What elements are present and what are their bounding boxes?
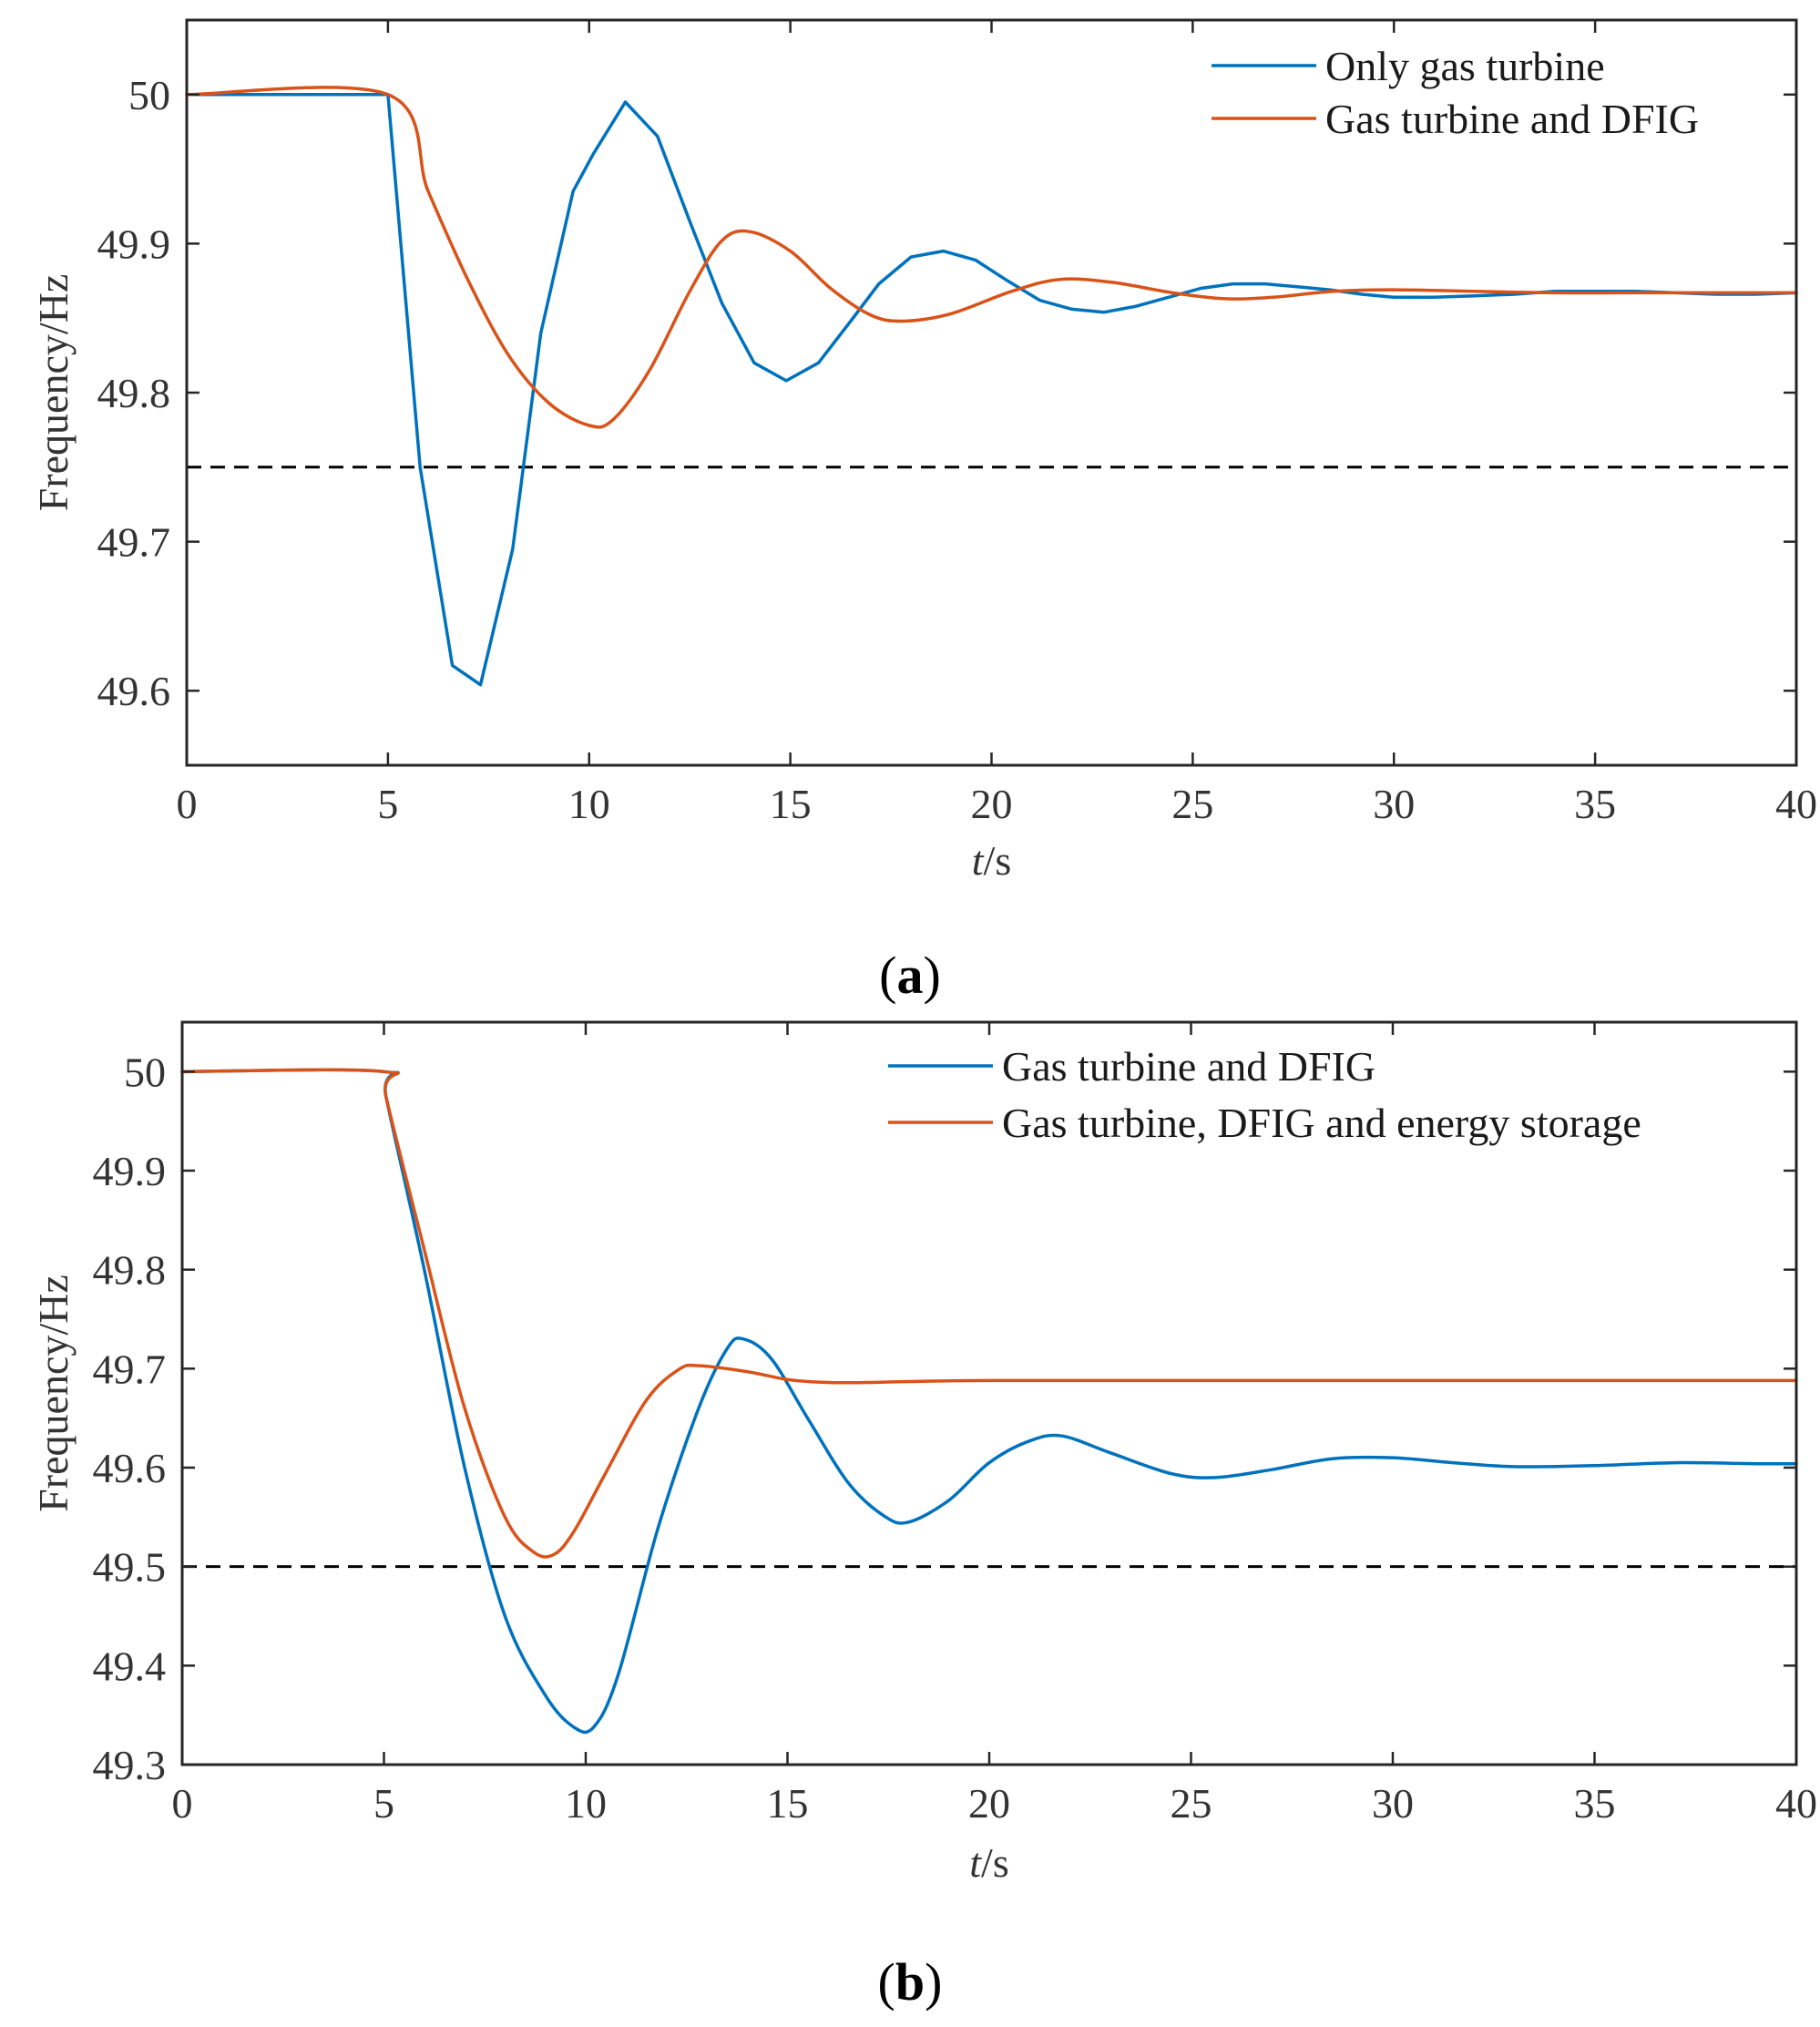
panel-b-legend-label-2: Gas turbine, DFIG and energy storage xyxy=(1002,1100,1641,1146)
panel-b-y-tick-label: 49.6 xyxy=(93,1445,167,1491)
panel-a-x-tick-label: 0 xyxy=(177,781,198,827)
panel-a-x-tick-label: 30 xyxy=(1373,781,1415,827)
panel-a-x-axis-label: t/s xyxy=(972,837,1011,884)
panel-b-x-tick-label: 15 xyxy=(767,1780,809,1827)
panel-b-x-tick-label: 5 xyxy=(373,1780,394,1827)
panel-b-series-layer xyxy=(180,1068,1798,1735)
panel-a-x-tick-label: 15 xyxy=(770,781,812,827)
panel-b-series-1-line xyxy=(180,1068,1798,1735)
panel-a-y-tick-label: 49.7 xyxy=(97,519,171,566)
panel-a-y-tick-label: 49.6 xyxy=(97,668,171,714)
panel-b-x-tick-label: 40 xyxy=(1775,1780,1817,1827)
panel-b-x-tick-label: 25 xyxy=(1171,1780,1212,1827)
panel-b-x-tick-label: 35 xyxy=(1574,1780,1616,1827)
panel-a-x-tick-label: 10 xyxy=(568,781,610,827)
panel-b-y-tick-label: 49.7 xyxy=(93,1346,167,1392)
panel-b-y-tick-label: 49.3 xyxy=(93,1742,167,1788)
panel-b-label-letter: b xyxy=(895,1952,925,2012)
panel-a-label-letter: a xyxy=(897,946,924,1005)
panel-b-tick-layer: 0 5 10 15 20 25 30 35 40 49.3 49.4 49.5 49.6 49.7 49.8… xyxy=(93,1022,1817,1827)
panel-b-x-axis-label: t/s xyxy=(969,1839,1008,1886)
panel-a-tick-layer: 0 5 10 15 20 25 30 35 40 49.6 49.7 49.8 49.9 50 xyxy=(97,20,1817,827)
panel-a-y-tick-label: 49.8 xyxy=(97,370,171,416)
panel-a-y-tick-label: 50 xyxy=(128,72,170,118)
panel-a-x-tick-label: 5 xyxy=(377,781,398,827)
panel-b-x-axis-label-symbol: t xyxy=(969,1839,982,1886)
panel-a-series-1-line xyxy=(185,93,1798,687)
panel-b: 0 5 10 15 20 25 30 35 40 49.3 49.4 49.5 49.6 49.7 49.8… xyxy=(30,1020,1817,2012)
panel-a-legend-label-1: Only gas turbine xyxy=(1325,43,1605,89)
panel-a-legend-label-2: Gas turbine and DFIG xyxy=(1325,96,1699,142)
panel-a-series-layer xyxy=(185,86,1798,687)
panel-b-y-axis-label: Frequency/Hz xyxy=(30,1275,77,1512)
panel-a-x-tick-label: 25 xyxy=(1171,781,1213,827)
panel-a-y-tick-label: 49.9 xyxy=(97,220,171,267)
panel-a-series-2-line xyxy=(185,86,1798,429)
panel-b-x-tick-label: 20 xyxy=(968,1780,1010,1827)
panel-b-series-2-line xyxy=(180,1068,1798,1559)
panel-b-y-tick-label: 49.8 xyxy=(93,1247,167,1294)
panel-b-legend: Gas turbine and DFIG Gas turbine, DFIG an… xyxy=(888,1043,1641,1146)
panel-b-y-tick-label: 49.4 xyxy=(93,1643,167,1689)
panel-b-legend-label-1: Gas turbine and DFIG xyxy=(1002,1043,1375,1090)
panel-a-x-tick-label: 35 xyxy=(1574,781,1616,827)
panel-a-label: (a) xyxy=(879,946,941,1005)
panel-b-x-tick-label: 0 xyxy=(172,1780,193,1827)
panel-a-x-tick-label: 20 xyxy=(971,781,1013,827)
panel-b-x-axis-label-unit: /s xyxy=(981,1839,1009,1886)
panel-a-x-tick-label: 40 xyxy=(1775,781,1817,827)
panel-a: 0 5 10 15 20 25 30 35 40 49.6 49.7 49.8 49.9 50 Frequ… xyxy=(30,18,1817,1005)
panel-b-y-tick-label: 49.9 xyxy=(93,1148,167,1194)
panel-a-legend: Only gas turbine Gas turbine and DFIG xyxy=(1212,43,1699,142)
panel-a-x-axis-label-symbol: t xyxy=(972,837,985,884)
panel-a-y-axis-label: Frequency/Hz xyxy=(30,274,77,512)
panel-b-label: (b) xyxy=(878,1952,943,2012)
panel-b-x-tick-label: 10 xyxy=(565,1780,607,1827)
panel-a-x-axis-label-unit: /s xyxy=(984,837,1012,884)
panel-b-y-tick-label: 49.5 xyxy=(93,1544,167,1591)
panel-b-x-tick-label: 30 xyxy=(1372,1780,1414,1827)
panel-b-y-tick-label: 50 xyxy=(124,1049,166,1095)
